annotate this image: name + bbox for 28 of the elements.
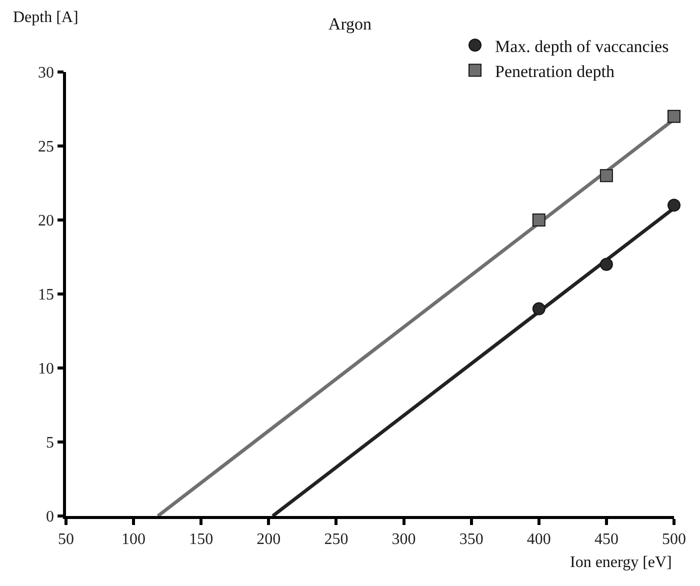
x-tick-label: 200: [256, 530, 281, 548]
point: [600, 169, 613, 182]
x-tick-label: 350: [459, 530, 484, 548]
x-axis-title: Ion energy [eV]: [570, 554, 672, 571]
x-tick-label: 50: [58, 530, 74, 548]
point: [532, 302, 546, 316]
y-tick-label: 20: [38, 212, 54, 230]
point: [600, 258, 613, 271]
x-tick-label: 250: [324, 530, 348, 548]
y-tick-label: 0: [46, 508, 54, 526]
y-tick-label: 10: [38, 360, 54, 378]
x-tick-label: 400: [526, 530, 551, 548]
point: [668, 198, 680, 212]
y-tick-label: 25: [38, 138, 54, 156]
y-tick-label: 5: [46, 434, 54, 452]
point: [532, 214, 546, 226]
x-tick-label: 100: [122, 530, 146, 548]
y-tick-label: 30: [38, 64, 54, 82]
x-tick-label: 150: [189, 530, 214, 548]
y-axis-title: Depth [A]: [13, 9, 78, 26]
point: [668, 110, 680, 123]
legend-label: Max. depth of vaccancies: [495, 36, 669, 56]
x-tick-label: 300: [392, 530, 416, 548]
x-tick-label: 450: [594, 530, 618, 548]
x-tick-label: 500: [662, 530, 686, 548]
y-tick-label: 15: [38, 286, 54, 304]
chart-title: Argon: [328, 14, 372, 34]
legend-label: Penetration depth: [495, 62, 615, 81]
